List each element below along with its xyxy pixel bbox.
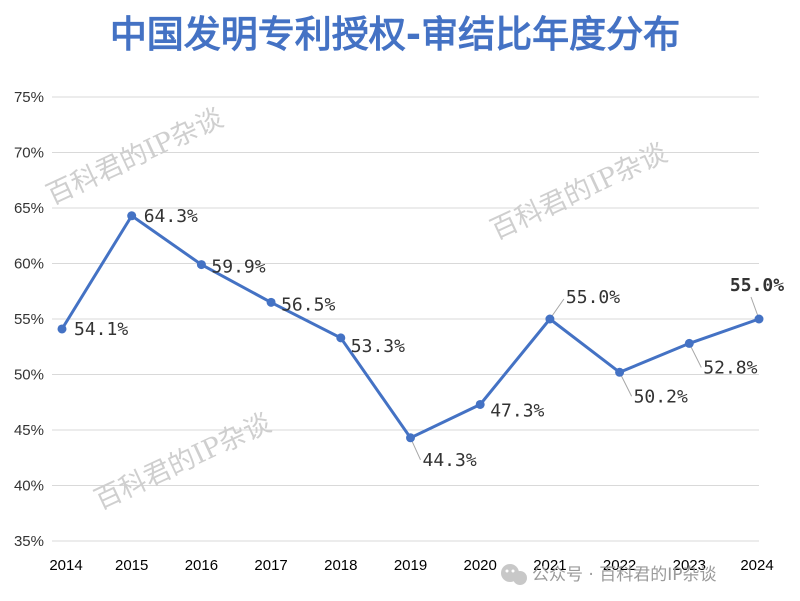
data-label: 53.3% (351, 336, 405, 357)
x-tick-label: 2021 (533, 557, 566, 574)
wechat-icon (501, 564, 527, 585)
x-tick-label: 2014 (49, 557, 82, 574)
footer-text: 公众号 · 百科君的IP杂谈 (532, 565, 716, 585)
y-axis-ticks: 35% 40% 45% 50% 55% 60% 65% 70% 75% (14, 89, 44, 550)
watermark-text: 百科君的IP杂谈 (42, 103, 228, 212)
y-tick-label: 70% (14, 145, 44, 162)
data-label: 64.3% (144, 206, 198, 227)
watermark-text: 百科君的IP杂谈 (486, 138, 672, 247)
data-label: 50.2% (634, 386, 688, 407)
data-point (127, 211, 137, 221)
y-tick-label: 75% (14, 89, 44, 106)
data-label-highlight: 55.0% (730, 275, 784, 296)
x-tick-label: 2023 (673, 557, 706, 574)
y-tick-label: 50% (14, 367, 44, 384)
x-tick-label: 2016 (185, 557, 218, 574)
data-points (57, 211, 764, 443)
x-tick-label: 2018 (324, 557, 357, 574)
data-point (406, 433, 415, 443)
x-tick-label: 2017 (254, 557, 287, 574)
x-tick-label: 2022 (603, 557, 636, 574)
data-point (57, 324, 67, 334)
x-tick-label: 2020 (464, 557, 497, 574)
data-label: 59.9% (211, 257, 265, 278)
data-point (475, 399, 485, 409)
data-label: 56.5% (281, 294, 335, 315)
x-tick-label: 2019 (394, 557, 427, 574)
x-tick-label: 2015 (115, 557, 148, 574)
x-axis-ticks: 2014 2015 2016 2017 2018 2019 2020 2021 2022 2023… (49, 557, 773, 574)
y-tick-label: 45% (14, 422, 44, 439)
data-label: 54.1% (74, 319, 128, 340)
y-tick-label: 40% (14, 478, 44, 495)
watermark-text: 百科君的IP杂谈 (90, 408, 276, 517)
y-tick-label: 55% (14, 311, 44, 328)
data-label: 52.8% (703, 357, 757, 378)
data-point (754, 314, 764, 324)
x-tick-label: 2024 (740, 557, 773, 574)
data-label: 44.3% (423, 450, 477, 471)
footer-watermark: 公众号 · 百科君的IP杂谈 (501, 564, 716, 585)
data-labels: 54.1% 64.3% 59.9% 56.5% 53.3% 44.3% 47.3% 55.0%… (74, 206, 784, 471)
data-point (545, 314, 555, 324)
data-point (615, 367, 625, 377)
data-point (336, 333, 346, 343)
chart-title: 中国发明专利授权-审结比年度分布 (110, 13, 680, 56)
data-point (684, 338, 694, 348)
data-label: 47.3% (490, 400, 544, 421)
y-tick-label: 35% (14, 533, 44, 550)
data-point (266, 297, 276, 307)
y-tick-label: 60% (14, 256, 44, 273)
data-point (196, 260, 206, 270)
data-label: 55.0% (566, 287, 620, 308)
y-tick-label: 65% (14, 200, 44, 217)
gridlines (52, 96, 759, 542)
